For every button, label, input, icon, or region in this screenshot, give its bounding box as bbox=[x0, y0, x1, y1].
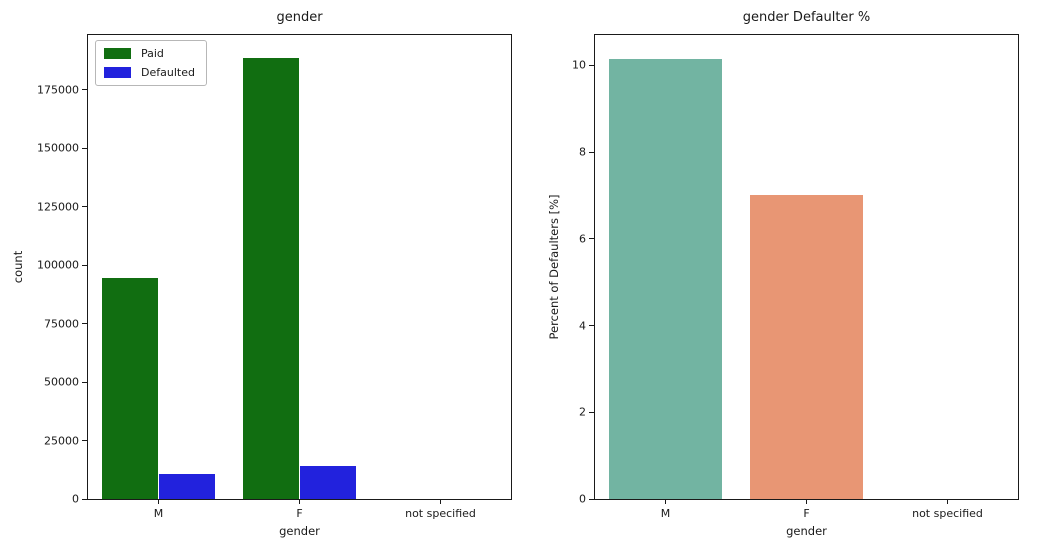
x-tick-mark bbox=[440, 499, 441, 504]
y-tick-label: 0 bbox=[579, 492, 586, 506]
count-chart-ylabel: count bbox=[11, 250, 25, 284]
bar-defaulted-f bbox=[299, 465, 356, 499]
count-chart-xlabel: gender bbox=[279, 524, 320, 538]
legend-row-paid: Paid bbox=[104, 47, 195, 60]
legend-label-defaulted: Defaulted bbox=[141, 66, 195, 79]
legend-patch-paid bbox=[104, 48, 131, 59]
y-tick-mark bbox=[82, 206, 87, 208]
legend-row-defaulted: Defaulted bbox=[104, 66, 195, 79]
y-tick-label: 100000 bbox=[37, 258, 79, 272]
count-chart-axes: gender gender count 0 25000 50000 75000 1000… bbox=[11, 10, 512, 538]
y-tick-label: 4 bbox=[579, 319, 586, 333]
bar-paid-f bbox=[243, 58, 300, 499]
x-tick-mark bbox=[158, 499, 159, 504]
legend-label-paid: Paid bbox=[141, 47, 164, 60]
y-tick-label: 75000 bbox=[44, 317, 79, 331]
bar-paid-m bbox=[102, 278, 159, 499]
x-tick-label-m: M bbox=[153, 507, 164, 520]
x-tick-mark bbox=[806, 499, 807, 504]
bar-defaulted-m bbox=[158, 473, 215, 499]
y-tick-label: 6 bbox=[579, 232, 586, 246]
y-tick-label: 175000 bbox=[37, 83, 79, 97]
x-tick-label-not-specified: not specified bbox=[912, 507, 983, 520]
y-tick-label: 0 bbox=[72, 492, 79, 506]
y-tick-mark bbox=[82, 440, 87, 442]
defaulter-pct-chart-title: gender Defaulter % bbox=[742, 10, 871, 25]
count-chart-title: gender bbox=[276, 10, 323, 25]
x-tick-label-not-specified: not specified bbox=[405, 507, 476, 520]
y-tick-mark bbox=[589, 411, 594, 413]
y-tick-mark bbox=[589, 151, 594, 153]
y-tick-label: 150000 bbox=[37, 141, 79, 155]
y-tick-label: 10 bbox=[572, 58, 586, 72]
x-tick-mark bbox=[665, 499, 666, 504]
y-tick-label: 8 bbox=[579, 145, 586, 159]
y-tick-mark bbox=[82, 147, 87, 149]
defaulter-pct-chart-xlabel: gender bbox=[786, 524, 827, 538]
y-tick-mark bbox=[82, 323, 87, 325]
y-tick-mark bbox=[82, 381, 87, 383]
x-tick-label-f: F bbox=[803, 507, 810, 520]
x-tick-label-f: F bbox=[296, 507, 303, 520]
y-tick-mark bbox=[589, 238, 594, 240]
y-tick-mark bbox=[589, 325, 594, 327]
y-tick-mark bbox=[589, 64, 594, 66]
x-tick-mark bbox=[947, 499, 948, 504]
legend-patch-defaulted bbox=[104, 67, 131, 78]
defaulter-pct-chart-axes: gender Defaulter % gender Percent of Def… bbox=[547, 10, 1019, 538]
bar-defaulter-m bbox=[609, 58, 722, 499]
y-tick-mark bbox=[82, 264, 87, 266]
y-tick-label: 125000 bbox=[37, 200, 79, 214]
y-tick-mark bbox=[589, 498, 594, 500]
bar-defaulter-f bbox=[750, 195, 863, 499]
x-tick-label-m: M bbox=[660, 507, 671, 520]
y-tick-label: 50000 bbox=[44, 375, 79, 389]
x-tick-mark bbox=[299, 499, 300, 504]
defaulter-pct-chart-ylabel: Percent of Defaulters [%] bbox=[547, 194, 561, 340]
legend: Paid Defaulted bbox=[95, 40, 207, 86]
y-tick-mark bbox=[82, 89, 87, 91]
y-tick-mark bbox=[82, 498, 87, 500]
y-tick-label: 2 bbox=[579, 405, 586, 419]
y-tick-label: 25000 bbox=[44, 434, 79, 448]
